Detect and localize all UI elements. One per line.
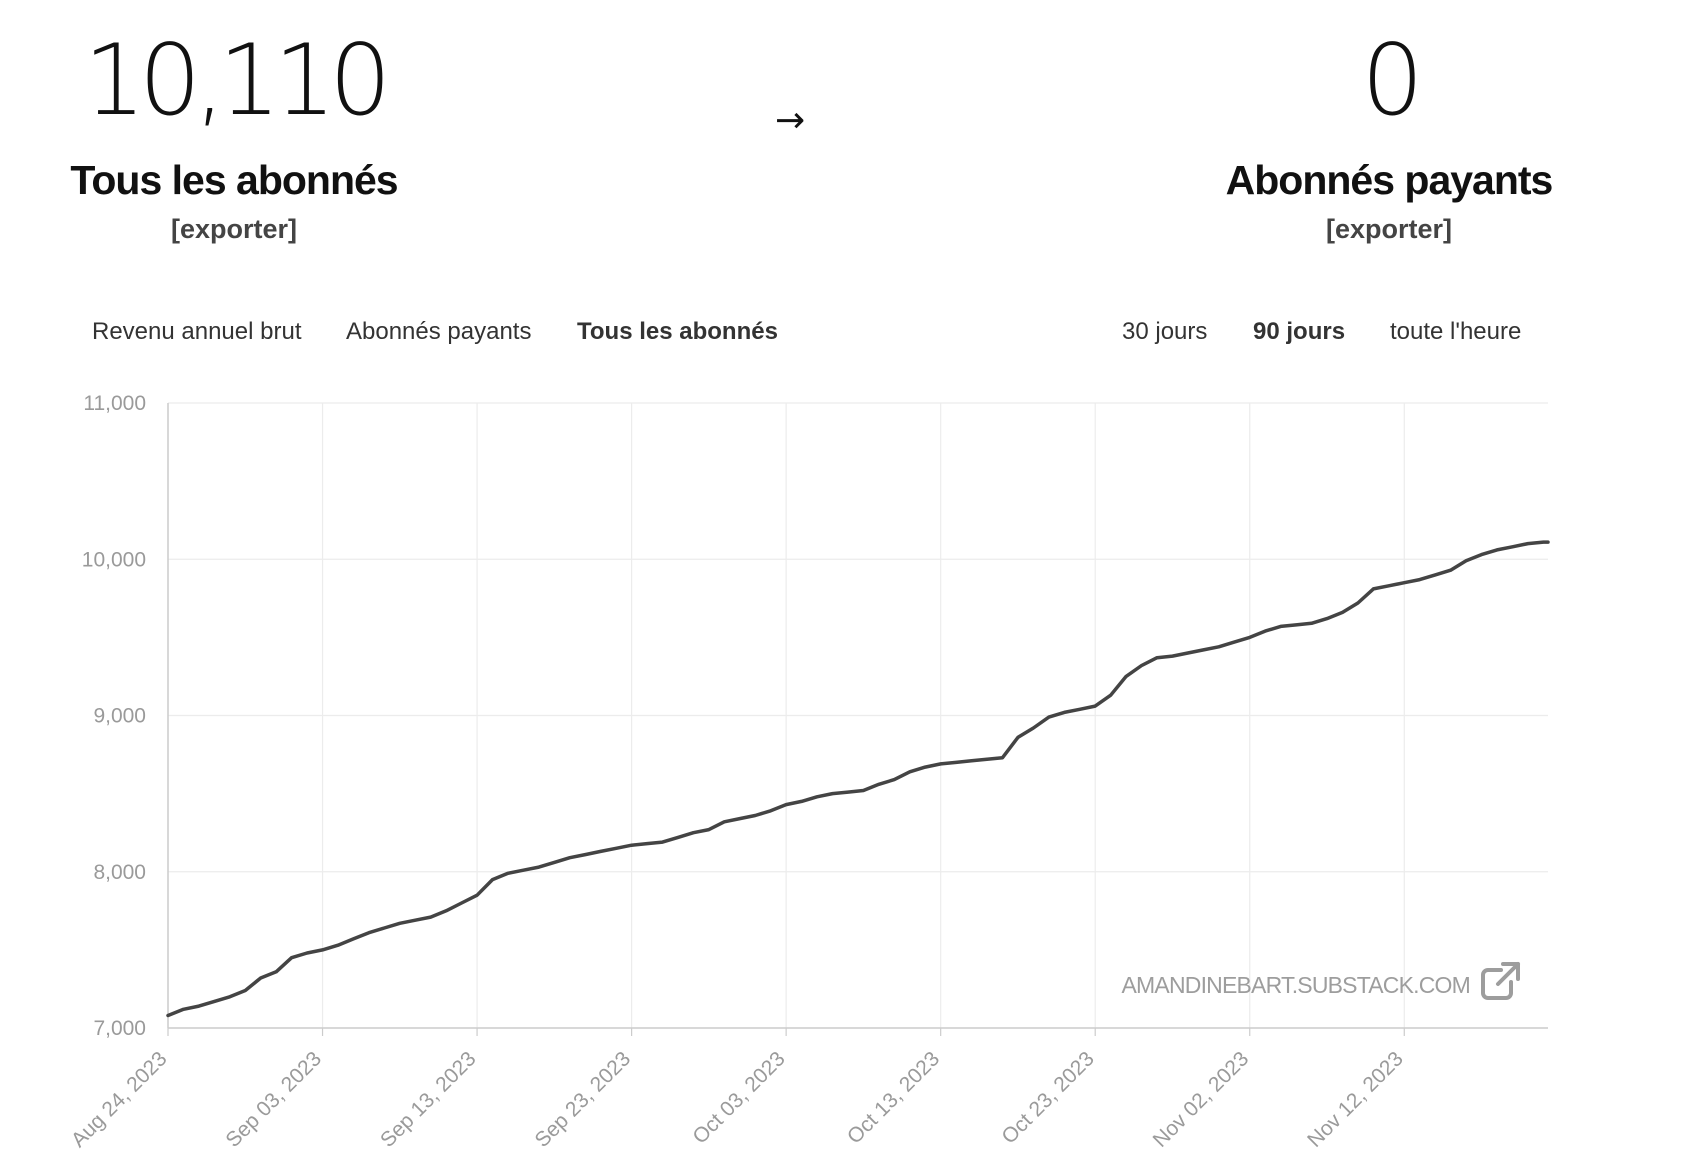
x-tick-label: Nov 12, 2023: [1303, 1047, 1408, 1152]
all-subscribers-count: 10,110: [83, 24, 392, 138]
y-tick-label: 7,000: [93, 1017, 146, 1040]
stat-all-subscribers: 10,110 Tous les abonnés [exporter]: [24, 32, 444, 245]
x-tick-label: Oct 23, 2023: [997, 1047, 1098, 1148]
chart-watermark[interactable]: AMANDINEBART.SUBSTACK.COM: [1122, 972, 1471, 998]
tab-paid-subscribers[interactable]: Abonnés payants: [346, 318, 532, 345]
tab-30-days[interactable]: 30 jours: [1122, 318, 1208, 345]
external-link-icon[interactable]: [1481, 962, 1520, 1000]
x-tick-label: Sep 13, 2023: [376, 1047, 481, 1152]
series-line-all-subscribers: [166, 540, 1550, 1018]
export-paid-subscribers-link[interactable]: [exporter]: [1325, 214, 1453, 244]
y-tick-label: 10,000: [82, 548, 146, 571]
y-tick-label: 11,000: [83, 392, 146, 415]
y-axis-ticks: 7,000 8,000 9,000 10,000 11,000: [82, 392, 146, 1040]
arrow-right-icon: →: [775, 100, 806, 141]
tab-90-days[interactable]: 90 jours: [1253, 318, 1346, 345]
export-all-subscribers-link[interactable]: [exporter]: [170, 214, 298, 244]
tab-all-time[interactable]: toute l'heure: [1390, 318, 1522, 345]
x-tick-label: Sep 03, 2023: [221, 1047, 326, 1152]
x-tick-label: Aug 24, 2023: [67, 1047, 172, 1152]
all-subscribers-label: Tous les abonnés: [70, 157, 398, 203]
y-tick-label: 9,000: [93, 705, 146, 728]
x-axis-ticks: Aug 24, 2023 Sep 03, 2023 Sep 13, 2023 Sep …: [67, 1047, 1408, 1152]
y-tick-label: 8,000: [93, 861, 146, 884]
chart-grid: [167, 402, 1548, 1036]
x-tick-label: Oct 13, 2023: [843, 1047, 944, 1148]
chart-axes: [167, 403, 1548, 1029]
tab-gross-annual-revenue[interactable]: Revenu annuel brut: [92, 318, 302, 345]
paid-subscribers-label: Abonnés payants: [1225, 157, 1554, 203]
tab-all-subscribers[interactable]: Tous les abonnés: [577, 318, 778, 345]
x-tick-label: Oct 03, 2023: [688, 1047, 789, 1148]
x-tick-label: Sep 23, 2023: [531, 1047, 636, 1152]
paid-subscribers-count: 0: [1361, 24, 1423, 138]
x-tick-label: Nov 02, 2023: [1149, 1047, 1254, 1152]
stat-paid-subscribers: 0 Abonnés payants [exporter]: [1179, 32, 1599, 245]
